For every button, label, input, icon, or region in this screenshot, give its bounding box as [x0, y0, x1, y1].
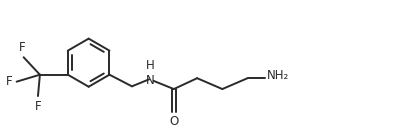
Text: O: O: [169, 115, 178, 128]
Text: H: H: [146, 59, 155, 72]
Text: N: N: [146, 74, 155, 87]
Text: NH₂: NH₂: [266, 69, 288, 82]
Text: F: F: [6, 75, 13, 88]
Text: F: F: [35, 100, 41, 113]
Text: F: F: [19, 41, 25, 54]
